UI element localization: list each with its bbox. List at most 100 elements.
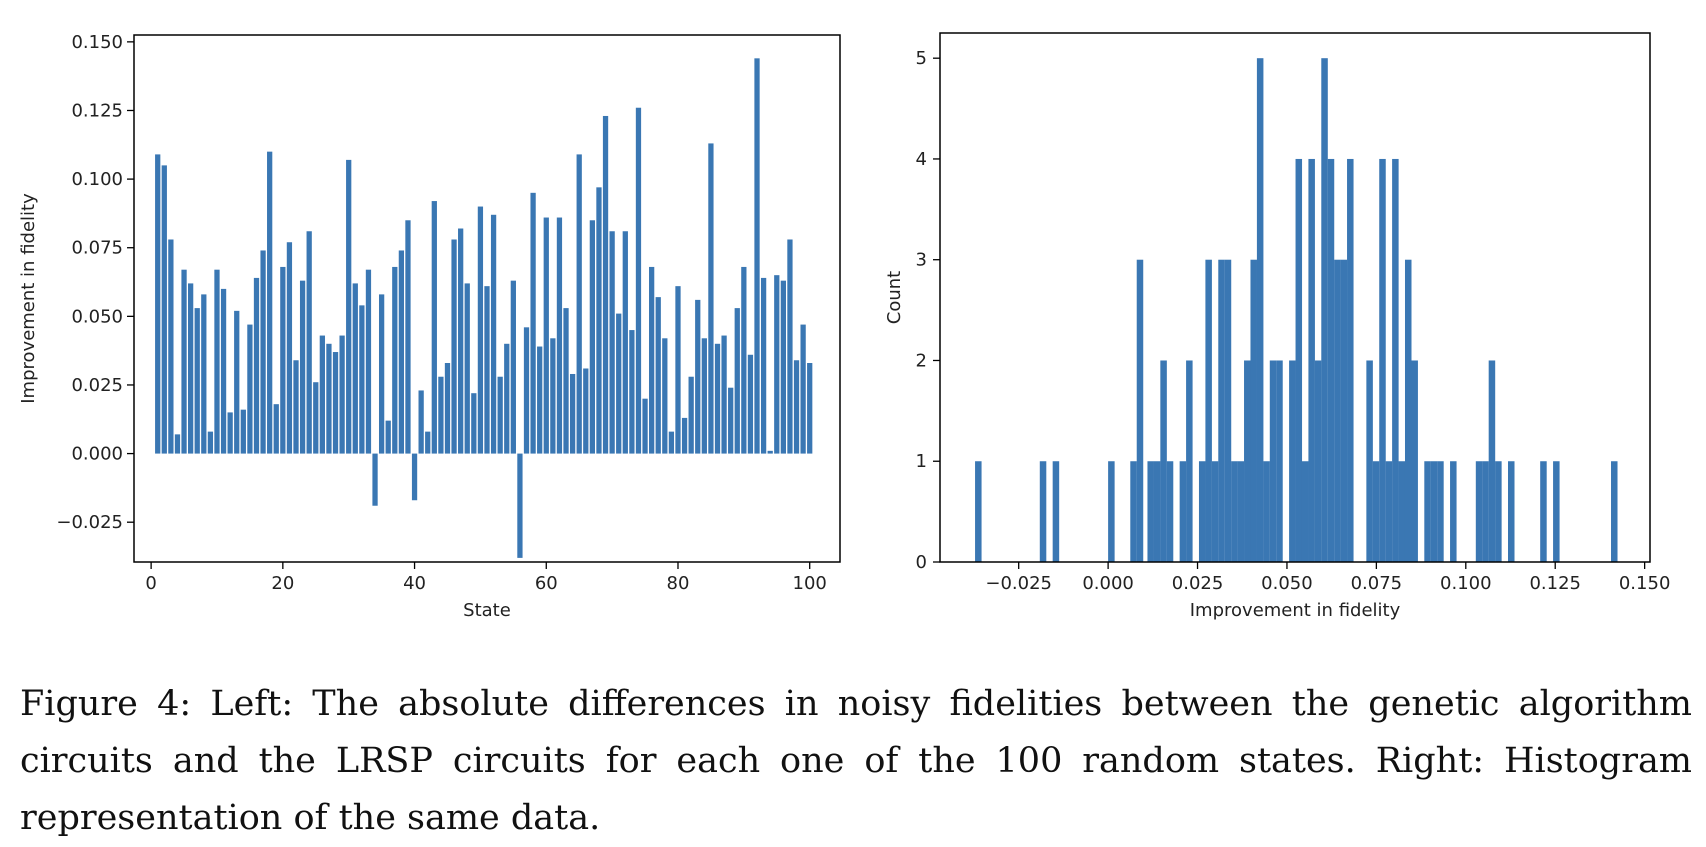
left-bar	[188, 283, 194, 454]
right-axis-ticks: −0.025 0.000 0.025 0.050 0.075 0.100 0.125 0.15…	[916, 48, 1671, 594]
left-bar	[444, 363, 451, 454]
left-y-tick-label: 0.025	[71, 375, 123, 396]
left-bar	[655, 297, 661, 454]
left-bar	[530, 192, 536, 454]
right-x-tick-label: 0.150	[1619, 573, 1671, 594]
right-y-tick-label: 3	[916, 250, 927, 271]
left-y-tick-label: 0.150	[71, 32, 123, 53]
right-histogram-bin	[1276, 360, 1283, 562]
right-histogram-bin	[1321, 58, 1328, 562]
left-bar	[332, 352, 339, 454]
right-histogram-bin	[1205, 259, 1212, 562]
left-bar	[596, 187, 602, 454]
right-histogram-bin	[1231, 461, 1238, 562]
right-x-tick-label: 0.000	[1082, 573, 1134, 594]
left-bar	[240, 409, 246, 454]
right-histogram-bin	[1289, 360, 1296, 562]
left-bar	[583, 368, 589, 454]
right-histogram-bin	[1186, 360, 1193, 562]
left-bar	[510, 280, 516, 454]
left-bar	[293, 360, 299, 454]
left-bar	[701, 338, 707, 454]
left-bar	[747, 354, 754, 454]
right-histogram-bin	[1379, 158, 1386, 562]
right-histogram-bin	[1385, 461, 1393, 562]
right-histogram-bin	[1334, 259, 1341, 562]
left-bar	[616, 313, 622, 454]
left-bar	[313, 382, 319, 454]
right-plot-frame	[939, 32, 1651, 563]
left-bar	[642, 398, 648, 454]
right-histogram-bin	[1224, 259, 1232, 562]
left-bar	[728, 387, 734, 454]
right-histogram-bin	[1198, 461, 1206, 562]
left-bar	[372, 453, 378, 506]
left-bar	[299, 280, 306, 454]
left-bar	[458, 228, 464, 454]
left-bar	[754, 58, 760, 454]
left-bar	[774, 275, 780, 454]
right-histogram-bin	[1130, 461, 1137, 562]
left-bar	[807, 363, 813, 454]
right-histogram-bin	[1179, 461, 1187, 562]
right-histogram-bin	[1039, 461, 1047, 562]
left-bar	[675, 286, 681, 454]
left-bar	[411, 453, 418, 501]
right-histogram-bin	[1308, 158, 1315, 562]
left-bar	[767, 450, 773, 454]
left-bar	[760, 277, 767, 454]
left-bar	[635, 107, 642, 454]
left-bar	[563, 308, 569, 454]
left-bar	[280, 266, 286, 454]
left-x-tick-label: 60	[535, 573, 558, 594]
right-y-tick-label: 4	[916, 149, 927, 170]
left-bar	[365, 269, 372, 454]
left-bar	[168, 239, 174, 454]
left-bar	[734, 308, 740, 454]
right-histogram-bin	[1295, 158, 1303, 562]
right-histogram-bin	[1475, 461, 1483, 562]
left-bar	[339, 335, 345, 454]
right-x-tick-label: −0.025	[985, 573, 1052, 594]
right-histogram-bin	[1244, 360, 1251, 562]
left-bar	[589, 220, 596, 454]
left-bar	[286, 242, 293, 454]
right-x-tick-label: 0.075	[1351, 573, 1403, 594]
left-bar	[668, 431, 675, 454]
right-histogram-bin	[1508, 461, 1515, 562]
right-x-tick-label: 0.050	[1261, 573, 1313, 594]
left-y-tick-label: 0.100	[71, 169, 123, 190]
right-y-tick-label: 0	[916, 552, 927, 573]
right-histogram-bin	[1404, 259, 1412, 562]
left-bar	[398, 250, 405, 454]
left-bar	[602, 115, 609, 454]
left-bar	[517, 453, 523, 558]
right-y-tick-label: 2	[916, 350, 927, 371]
left-bar	[741, 266, 747, 454]
right-histogram-bins	[975, 58, 1618, 562]
left-bar	[392, 266, 398, 454]
left-bar	[550, 338, 556, 454]
left-x-tick-label: 40	[403, 573, 426, 594]
right-histogram-bin	[1553, 461, 1560, 562]
right-histogram-bin	[1437, 461, 1444, 562]
left-bar	[464, 283, 470, 454]
right-y-axis-label: Count	[884, 271, 905, 324]
left-bar	[497, 376, 503, 454]
left-bar	[260, 250, 266, 454]
left-bar	[556, 217, 563, 454]
right-x-tick-label: 0.125	[1529, 573, 1581, 594]
left-bar	[451, 239, 457, 454]
right-histogram-bin	[1263, 461, 1270, 562]
left-x-tick-label: 0	[145, 573, 156, 594]
right-histogram-bin	[1398, 461, 1406, 562]
right-histogram-bin	[1450, 461, 1457, 562]
right-histogram-bin	[1430, 461, 1438, 562]
right-histogram-bin	[1211, 461, 1219, 562]
left-bar	[273, 404, 279, 454]
left-bar	[326, 343, 332, 454]
left-bar	[214, 269, 220, 454]
left-y-axis-label: Improvement in fidelity	[18, 193, 39, 404]
right-histogram-bin	[975, 461, 982, 562]
right-histogram-bin	[1256, 58, 1264, 562]
